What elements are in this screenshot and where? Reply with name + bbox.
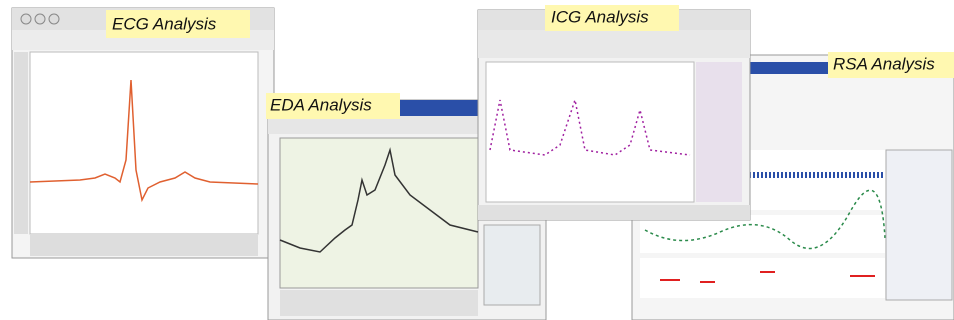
- rsa-label: RSA Analysis: [833, 54, 935, 73]
- ecg-window: [12, 8, 274, 258]
- icg-window: [478, 10, 750, 220]
- icg-label: ICG Analysis: [551, 7, 649, 26]
- collage: ECG Analysis EDA Analysis ICG Analysis R…: [0, 0, 954, 320]
- page: ECG Analysis EDA Analysis ICG Analysis R…: [0, 0, 954, 320]
- ecg-label: ECG Analysis: [112, 14, 217, 33]
- eda-label: EDA Analysis: [270, 95, 372, 114]
